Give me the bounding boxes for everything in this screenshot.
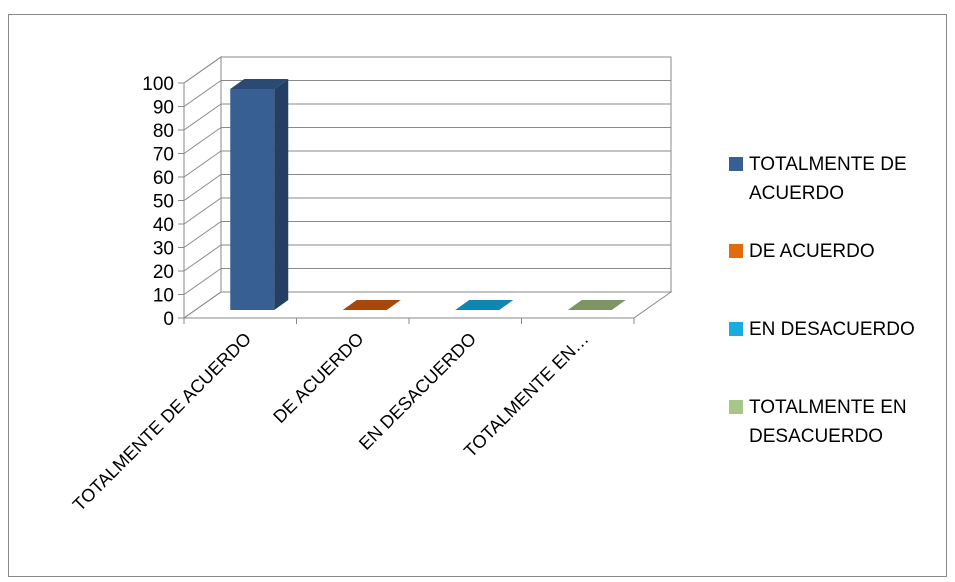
bar: [342, 300, 401, 310]
gridline-side: [183, 127, 222, 154]
bar: [230, 79, 289, 310]
legend-swatch: [729, 400, 743, 414]
gridline-side: [183, 150, 222, 178]
legend-label: TOTALMENTE DE: [749, 154, 907, 175]
y-tick-label: 60: [153, 168, 174, 189]
gridline-side: [183, 197, 222, 225]
y-tick-label: 20: [153, 262, 174, 283]
legend-item: DE ACUERDO: [729, 241, 875, 262]
bar-side: [274, 79, 289, 310]
gridline-side: [183, 221, 222, 248]
bar-top: [230, 79, 289, 89]
legend-label: EN DESACUERDO: [749, 319, 915, 340]
legend-item: EN DESACUERDO: [729, 319, 915, 340]
legend-item: TOTALMENTE EN DESACUERDO: [729, 397, 907, 447]
category-label: TOTALMENTE DE ACUERDO: [69, 329, 255, 515]
legend: TOTALMENTE DE ACUERDO DE ACUERDO EN DESACUE…: [729, 154, 915, 447]
category-label: DE ACUERDO: [269, 329, 367, 427]
bar-top: [342, 300, 401, 310]
category-label: EN DESACUERDO: [355, 329, 480, 454]
y-tick-label: 90: [153, 98, 174, 119]
gridline-side: [183, 268, 222, 295]
legend-item: TOTALMENTE DE ACUERDO: [729, 154, 907, 204]
category-label: TOTALMENTE EN…: [460, 329, 592, 461]
y-tick-label: 0: [163, 309, 174, 330]
y-tick-label: 70: [153, 145, 174, 166]
bar-front: [230, 89, 275, 310]
y-tick-label: 80: [153, 121, 174, 142]
bar-top: [567, 300, 626, 310]
bar: [455, 300, 514, 310]
y-tick-label: 30: [153, 239, 174, 260]
gridline-side: [183, 174, 222, 201]
gridline-side: [183, 56, 222, 84]
legend-label: DE ACUERDO: [749, 241, 875, 262]
legend-label: ACUERDO: [749, 183, 844, 204]
bars: [230, 79, 626, 310]
value-axis: [178, 82, 635, 324]
legend-swatch: [729, 244, 743, 258]
y-tick-label: 10: [153, 286, 174, 307]
y-tick-label: 40: [153, 215, 174, 236]
legend-label: DESACUERDO: [749, 426, 883, 447]
bar: [567, 300, 626, 310]
gridlines: [183, 56, 671, 319]
y-tick-label: 50: [153, 192, 174, 213]
gridline-side: [183, 244, 222, 272]
chart-area: 0 10 20 30 40 50 60 70 80 90 100 TOTALMENTE DE ACU…: [8, 14, 947, 577]
gridline-side: [183, 103, 222, 131]
gridline-side: [183, 291, 222, 319]
legend-swatch: [729, 157, 743, 171]
gridline-side: [183, 80, 222, 107]
legend-swatch: [729, 322, 743, 336]
legend-label: TOTALMENTE EN: [749, 397, 907, 418]
bar-top: [455, 300, 514, 310]
y-tick-label: 100: [142, 74, 174, 95]
